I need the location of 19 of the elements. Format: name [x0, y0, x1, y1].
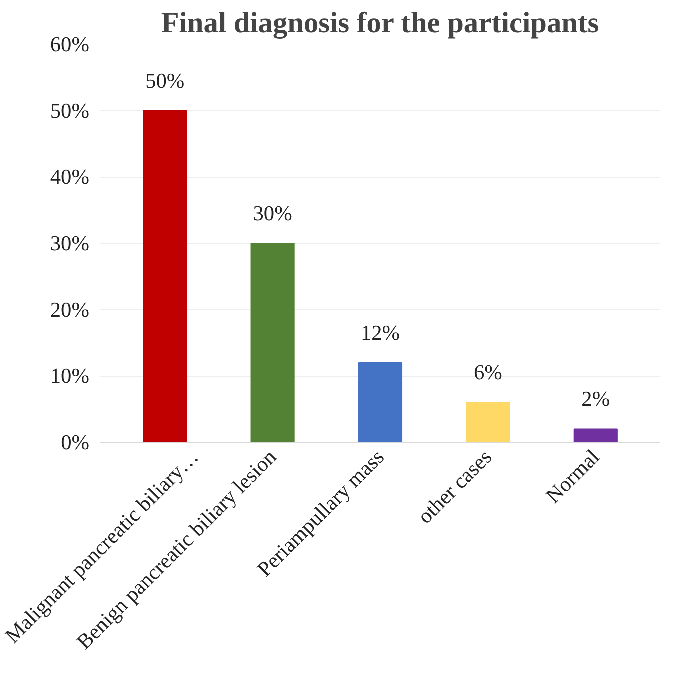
data-label: 2%: [582, 387, 610, 412]
data-label: 6%: [474, 360, 503, 385]
y-tick-label: 40%: [50, 165, 90, 190]
x-tick-label: other cases: [413, 445, 497, 529]
data-label: 12%: [360, 320, 400, 345]
y-tick-label: 50%: [50, 98, 90, 123]
bar: [143, 110, 188, 442]
y-tick-label: 30%: [50, 232, 90, 256]
y-tick-label: 10%: [50, 364, 90, 388]
data-label: 50%: [146, 68, 185, 93]
chart-title: Final diagnosis for the participants: [161, 8, 600, 40]
bar: [466, 402, 510, 442]
y-tick-label: 0%: [61, 430, 90, 454]
bar: [358, 362, 403, 442]
bar: [250, 243, 295, 442]
y-tick-label: 20%: [50, 298, 90, 322]
bar: [574, 428, 618, 442]
y-tick-label: 60%: [50, 32, 90, 56]
data-label: 30%: [253, 202, 293, 226]
